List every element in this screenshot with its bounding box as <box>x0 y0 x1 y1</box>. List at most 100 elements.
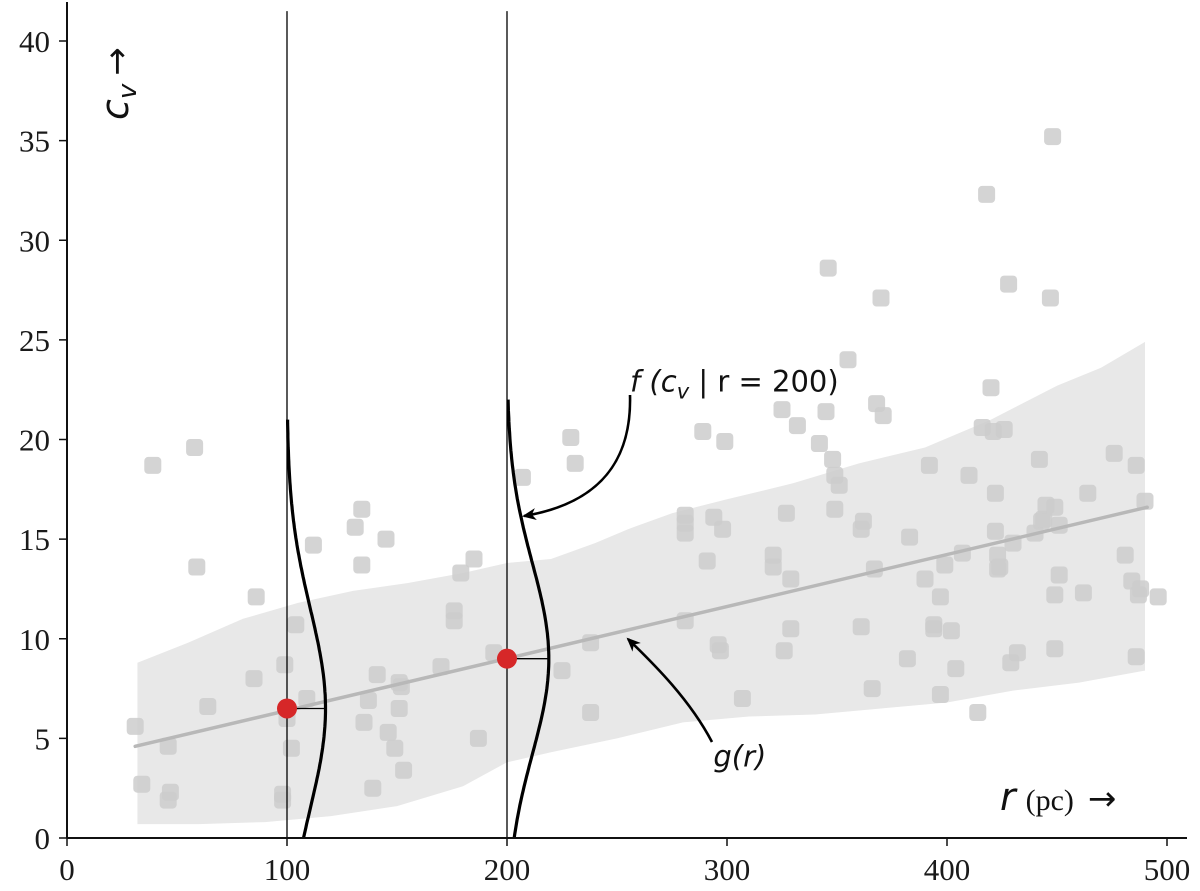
data-point <box>582 704 600 721</box>
data-point <box>810 435 828 452</box>
data-point <box>969 704 987 721</box>
data-point <box>133 775 151 793</box>
data-point <box>817 403 835 421</box>
data-point <box>282 739 300 757</box>
data-point <box>1046 640 1064 658</box>
data-point <box>1008 644 1026 662</box>
data-point <box>465 550 483 568</box>
data-point <box>826 500 844 518</box>
confidence-band-layer <box>137 341 1145 825</box>
data-point <box>931 588 949 606</box>
data-point <box>874 407 892 425</box>
data-point <box>982 379 1000 397</box>
annotation-f-arrow <box>522 394 632 520</box>
data-point <box>1046 498 1064 516</box>
data-point <box>986 522 1004 540</box>
y-tick-label: 40 <box>19 24 50 59</box>
data-point <box>188 558 206 576</box>
data-point <box>1127 456 1145 474</box>
data-point <box>916 570 934 588</box>
axes-layer: 0 100 200 300 400 500 0 5 10 15 20 25 30 35 40 r (pc) → cv… <box>19 2 1190 887</box>
data-point <box>733 690 751 707</box>
data-point <box>777 504 795 522</box>
x-tick-label: 500 <box>1144 852 1191 887</box>
data-point <box>287 616 305 634</box>
data-point <box>377 530 395 548</box>
data-point <box>513 468 531 486</box>
highlight-point-r200 <box>497 648 517 669</box>
confidence-band <box>137 341 1145 825</box>
data-point <box>364 779 382 797</box>
x-axis-label: r (pc) → <box>1000 775 1116 819</box>
data-point <box>445 602 463 620</box>
data-point <box>991 558 1009 576</box>
data-point <box>186 439 204 456</box>
data-point <box>764 558 782 576</box>
data-point <box>161 783 179 801</box>
data-point <box>144 456 162 474</box>
x-tick-label: 400 <box>924 852 971 887</box>
data-point <box>986 484 1004 502</box>
annotation-g-label: g(r) <box>713 739 766 773</box>
data-point <box>863 680 881 698</box>
data-point <box>716 433 734 450</box>
data-point <box>1136 492 1154 510</box>
data-point <box>469 729 487 747</box>
data-point <box>386 739 404 757</box>
y-tick-label: 20 <box>19 423 50 458</box>
data-point <box>346 518 364 536</box>
data-point <box>960 466 978 484</box>
data-point <box>773 401 791 419</box>
y-tick-label: 0 <box>35 821 51 856</box>
data-point <box>852 618 870 636</box>
data-point <box>782 620 800 638</box>
data-point <box>159 737 177 755</box>
data-point <box>782 570 800 588</box>
data-point <box>931 686 949 703</box>
distribution-curve-r200 <box>506 399 551 839</box>
data-point <box>1000 275 1018 293</box>
y-tick-label: 10 <box>19 622 50 657</box>
data-point <box>274 785 292 803</box>
data-point <box>995 421 1013 438</box>
data-point <box>676 524 694 542</box>
data-point <box>978 185 996 203</box>
data-point <box>775 642 793 660</box>
y-tick-label: 5 <box>35 721 51 756</box>
data-point <box>819 259 837 277</box>
y-axis-label-text: cv→ <box>93 47 143 120</box>
data-point <box>920 456 938 474</box>
data-point <box>1050 566 1068 584</box>
data-point <box>368 666 386 684</box>
data-point <box>452 564 470 582</box>
distribution-curve-r100 <box>286 419 328 839</box>
data-point <box>714 520 732 538</box>
data-point <box>1030 450 1048 468</box>
x-tick-label: 0 <box>59 852 75 887</box>
y-tick-label: 30 <box>19 223 50 258</box>
data-point <box>553 662 571 680</box>
data-point <box>788 417 806 435</box>
data-point <box>936 556 954 574</box>
y-tick-label: 25 <box>19 323 50 358</box>
data-point <box>1079 484 1097 502</box>
data-point <box>898 650 916 668</box>
data-point <box>126 717 144 735</box>
data-point <box>355 713 373 731</box>
data-point <box>947 660 965 678</box>
data-point <box>359 692 377 709</box>
data-point <box>353 556 371 574</box>
data-point <box>298 690 316 707</box>
data-point <box>390 700 408 717</box>
data-point <box>1127 648 1145 666</box>
data-point <box>1105 444 1123 462</box>
data-point <box>199 698 217 715</box>
data-point <box>711 642 729 660</box>
trend-line-layer <box>133 505 1149 749</box>
data-point <box>562 429 580 446</box>
y-axis-label: cv→ <box>93 47 143 120</box>
data-point <box>824 450 842 468</box>
data-point <box>1132 580 1150 598</box>
data-point <box>830 476 848 494</box>
